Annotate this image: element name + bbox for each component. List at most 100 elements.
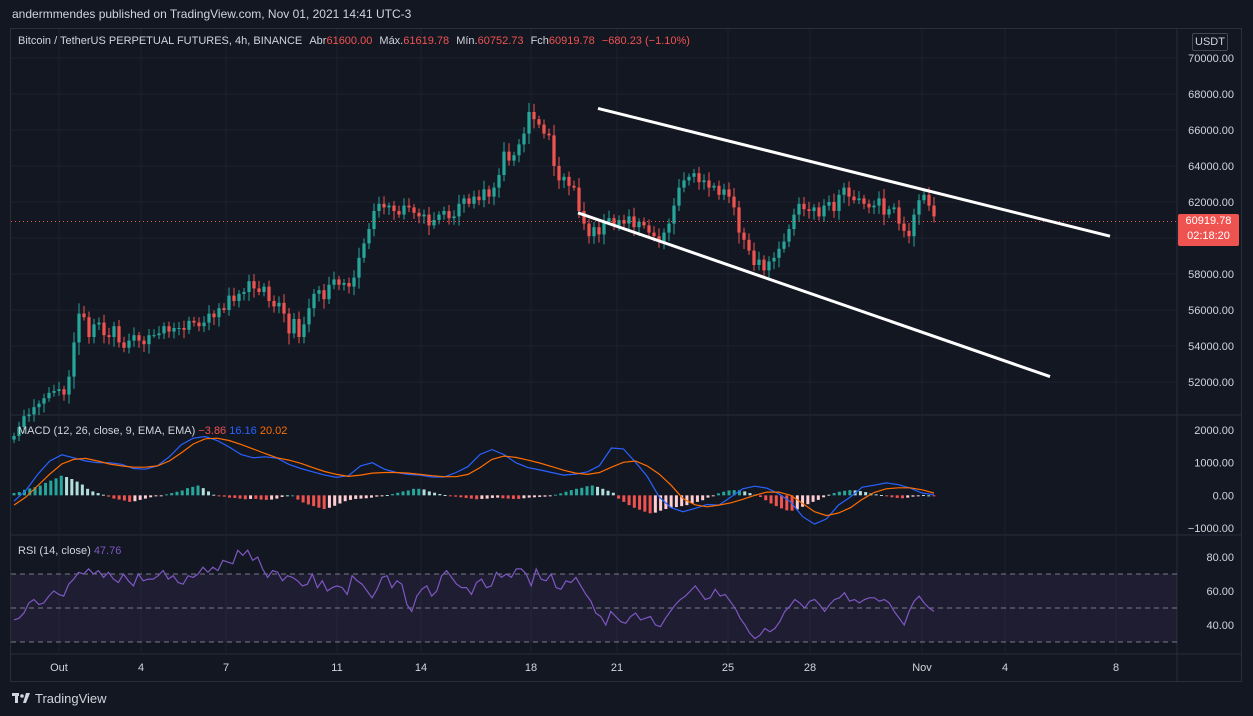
currency-badge[interactable]: USDT: [1192, 33, 1228, 51]
candle: [832, 202, 836, 211]
close-label: Fch: [530, 35, 549, 47]
candle: [362, 243, 366, 258]
candle: [607, 218, 611, 222]
macd-histogram-bar: [264, 495, 268, 500]
candle: [387, 205, 391, 208]
price-axis-tick: 62000.00: [1188, 197, 1234, 209]
candle: [642, 221, 646, 226]
macd-histogram-bar: [122, 495, 126, 501]
candle: [127, 340, 131, 348]
candle: [867, 203, 871, 208]
time-axis-tick: 25: [722, 662, 734, 674]
macd-histogram-bar: [759, 495, 763, 497]
open-label: Abr: [309, 35, 327, 47]
candle: [207, 313, 211, 323]
candle: [392, 205, 396, 211]
macd-histogram-bar: [275, 495, 279, 499]
macd-histogram-bar: [606, 490, 610, 496]
price-axis-tick: 64000.00: [1188, 161, 1234, 173]
macd-histogram-bar: [212, 494, 216, 496]
rsi-legend[interactable]: RSI (14, close) 47.76: [18, 545, 121, 557]
macd-histogram-bar: [354, 495, 358, 499]
candle: [752, 250, 756, 265]
candle: [522, 133, 526, 145]
macd-histogram-bar: [228, 495, 232, 498]
macd-histogram-bar: [391, 494, 395, 496]
candle: [247, 281, 251, 292]
macd-legend[interactable]: MACD (12, 26, close, 9, EMA, EMA) −3.86 …: [18, 425, 287, 437]
candle: [82, 313, 86, 318]
candle: [17, 427, 21, 436]
macd-histogram-bar: [254, 495, 258, 499]
macd-histogram-bar: [117, 495, 121, 500]
macd-histogram-bar: [422, 489, 426, 496]
candle: [542, 124, 546, 134]
price-axis-tick: 58000.00: [1188, 269, 1234, 281]
candle: [507, 151, 511, 161]
tradingview-brand[interactable]: TradingView: [12, 691, 107, 706]
macd-histogram-bar: [259, 495, 263, 500]
price-axis-tick: 68000.00: [1188, 89, 1234, 101]
candle: [147, 335, 151, 345]
candle: [922, 194, 926, 201]
macd-histogram-bar: [590, 485, 594, 496]
candle: [842, 187, 846, 195]
macd-histogram-bar: [701, 495, 705, 501]
time-axis-tick: 4: [138, 662, 144, 674]
time-axis-tick: 18: [525, 662, 537, 674]
macd-histogram-bar: [527, 495, 531, 498]
candle: [717, 185, 721, 195]
macd-histogram-bar: [222, 495, 226, 497]
rsi-value: 47.76: [93, 545, 122, 557]
candle: [352, 277, 356, 287]
macd-histogram-bar: [564, 491, 568, 496]
macd-histogram-bar: [769, 495, 773, 504]
candle: [932, 205, 936, 217]
macd-histogram-bar: [780, 495, 784, 509]
candle: [117, 326, 121, 343]
candle: [97, 322, 101, 325]
candle: [802, 203, 806, 210]
low-value: 60752.73: [477, 35, 524, 47]
macd-histogram-bar: [911, 495, 915, 497]
candle: [687, 176, 691, 181]
candle: [307, 308, 311, 325]
candle: [482, 189, 486, 201]
macd-histogram-bar: [575, 488, 579, 496]
macd-histogram-bar: [669, 495, 673, 508]
candle: [57, 389, 61, 391]
publisher-bar: andermmendes published on TradingView.co…: [0, 0, 1253, 28]
macd-histogram-bar: [664, 495, 668, 510]
candle: [417, 212, 421, 217]
candle: [347, 283, 351, 287]
candle: [327, 284, 331, 300]
candle: [212, 313, 216, 318]
price-axis-tick: 66000.00: [1188, 125, 1234, 137]
candle: [872, 205, 876, 208]
macd-histogram-bar: [858, 491, 862, 496]
candle: [282, 302, 286, 314]
macd-histogram-bar: [653, 495, 657, 513]
candle: [292, 319, 296, 334]
candle: [427, 214, 431, 226]
candle: [677, 187, 681, 206]
channel-trendline: [577, 211, 1051, 379]
macd-histogram-bar: [511, 495, 515, 499]
macd-histogram-bar: [748, 493, 752, 496]
macd-histogram-bar: [774, 495, 778, 507]
candle: [827, 202, 831, 206]
macd-histogram-bar: [44, 482, 48, 496]
macd-histogram-bar: [822, 495, 826, 498]
symbol-label[interactable]: Bitcoin / TetherUS PERPETUAL FUTURES, 4h…: [18, 35, 303, 47]
macd-histogram-bar: [927, 495, 931, 497]
candle: [692, 173, 696, 177]
candle: [412, 207, 416, 213]
macd-histogram-bar: [490, 495, 494, 498]
candle: [302, 324, 306, 337]
time-axis-tick: 7: [223, 662, 229, 674]
candle: [567, 176, 571, 186]
chart-frame[interactable]: [10, 28, 1242, 682]
macd-histogram-bar: [543, 495, 547, 497]
candle: [682, 180, 686, 188]
